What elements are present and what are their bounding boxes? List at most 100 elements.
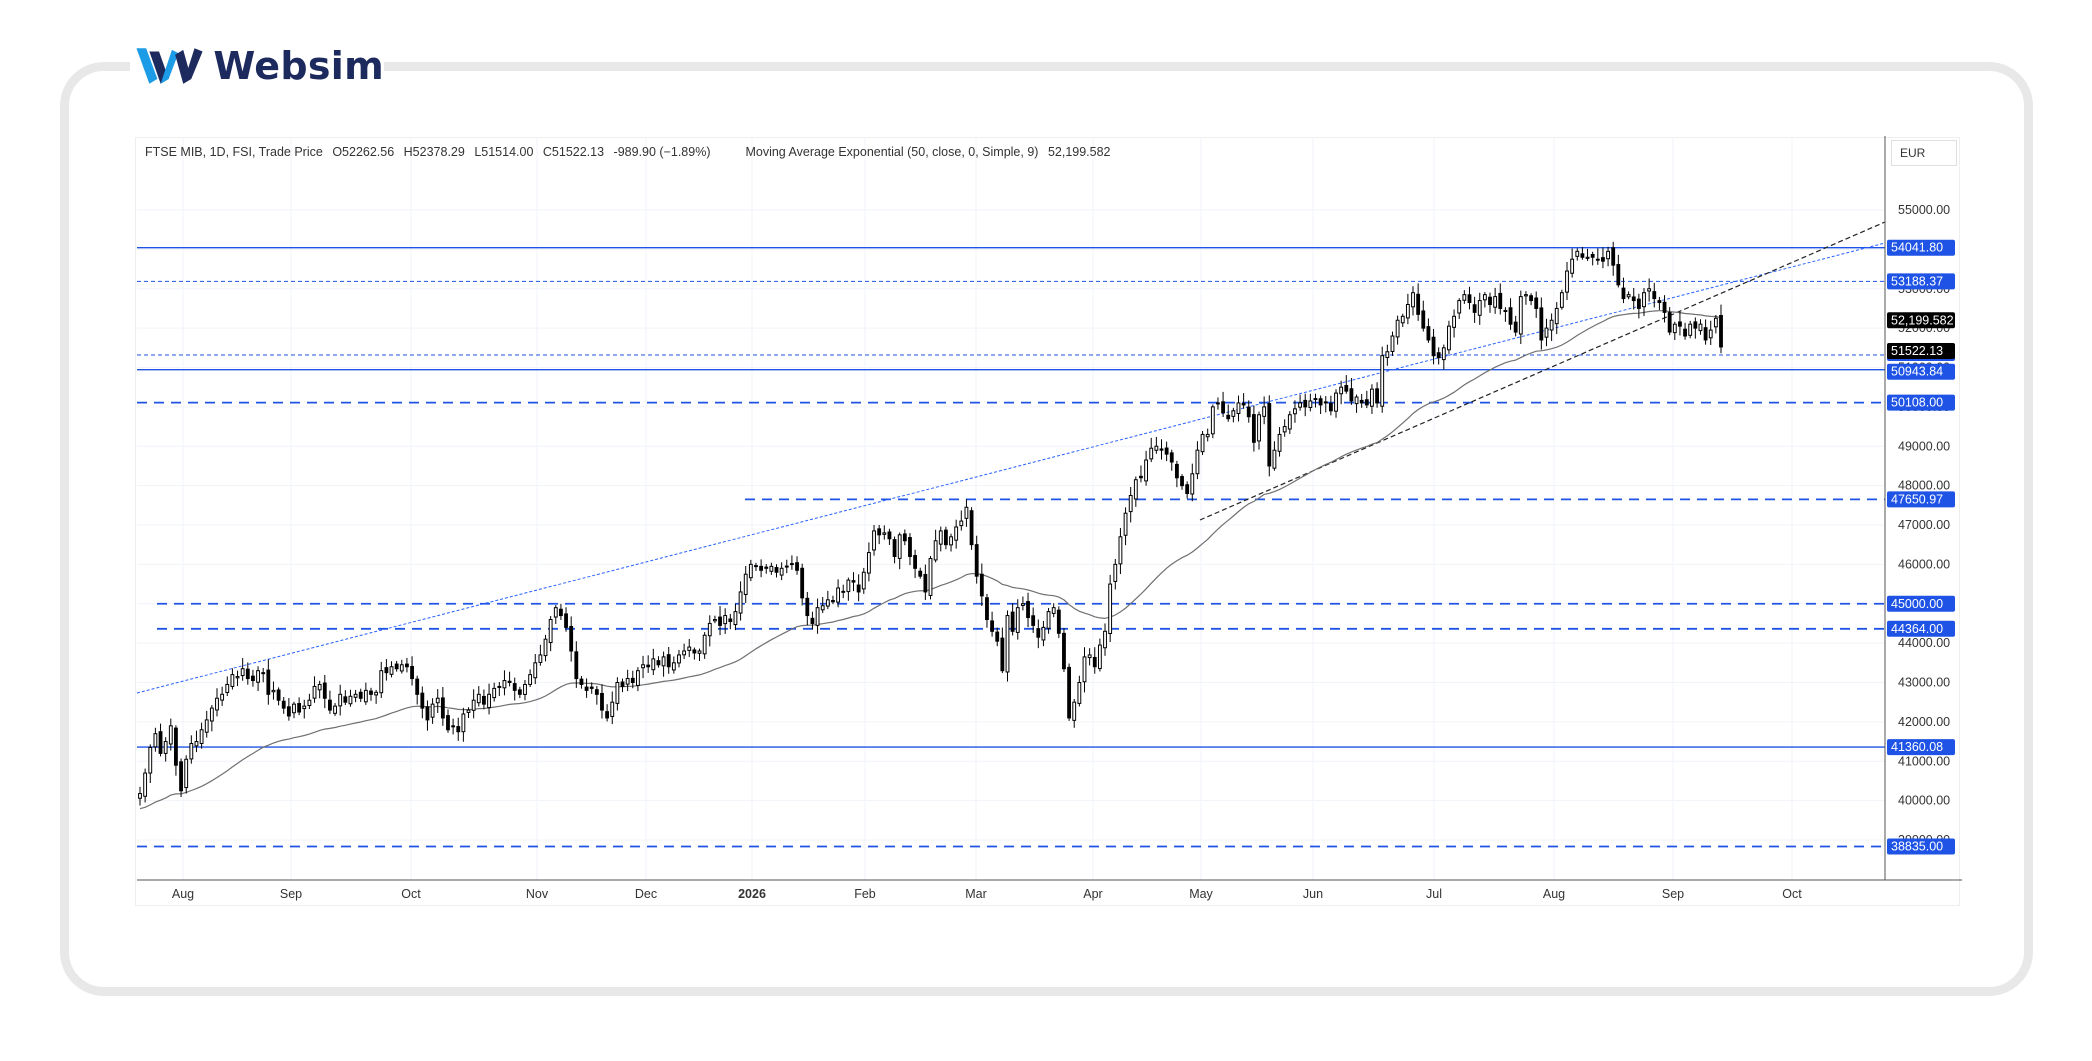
candle-body xyxy=(964,506,969,519)
y-tick-label: 46000.00 xyxy=(1898,557,1950,571)
legend-change: -989.90 (−1.89%) xyxy=(613,145,711,159)
candle-body xyxy=(1585,256,1590,259)
candle-body xyxy=(1036,628,1041,638)
candle-body xyxy=(1046,611,1051,629)
candle xyxy=(718,606,722,636)
candle xyxy=(286,698,291,721)
candle-body xyxy=(322,682,327,699)
candle-body xyxy=(779,567,784,576)
candle xyxy=(1344,375,1349,394)
candle-body xyxy=(1020,603,1025,606)
candle xyxy=(138,786,142,806)
candle-body xyxy=(1139,475,1143,479)
candle-body xyxy=(969,510,974,546)
candle-body xyxy=(471,699,476,711)
candle-body xyxy=(209,707,214,722)
x-tick-label: Dec xyxy=(635,887,657,901)
candle-body xyxy=(1626,294,1631,298)
candle xyxy=(1108,574,1113,643)
price-level-tag: 50108.00 xyxy=(1891,396,1943,410)
candle xyxy=(1051,603,1056,618)
candle xyxy=(774,564,779,578)
candle-body xyxy=(430,703,435,718)
x-tick-label: Mar xyxy=(965,887,987,901)
legend-symbol: FTSE MIB, 1D, FSI, Trade Price xyxy=(145,145,323,159)
candle-body xyxy=(1518,296,1523,335)
candle xyxy=(1020,596,1025,611)
candle-body xyxy=(307,699,312,707)
candle-body xyxy=(718,616,722,626)
candle-body xyxy=(1621,287,1626,300)
candle xyxy=(1005,610,1010,682)
candle-body xyxy=(990,620,995,632)
candle xyxy=(235,670,240,687)
candle xyxy=(230,668,235,690)
candle-body xyxy=(292,703,296,714)
candle xyxy=(517,686,522,699)
candle xyxy=(620,678,625,693)
candle-body xyxy=(846,579,851,593)
candle-body xyxy=(856,584,861,593)
candle xyxy=(1221,391,1225,418)
candle-body xyxy=(240,668,245,677)
candle xyxy=(831,595,835,605)
candle xyxy=(553,605,558,625)
candle-body xyxy=(1062,632,1066,670)
candle-body xyxy=(1272,449,1277,469)
candle xyxy=(1010,603,1015,636)
brand-logo: Websim xyxy=(130,36,384,96)
candle xyxy=(189,735,194,764)
candle xyxy=(1262,396,1267,425)
last-price-tag: 51522.13 xyxy=(1891,344,1943,358)
candle-body xyxy=(1462,294,1467,301)
candle xyxy=(1642,288,1646,317)
candle-body xyxy=(1277,433,1282,452)
candle-body xyxy=(1631,296,1636,302)
candle xyxy=(497,682,502,697)
candle-body xyxy=(1662,301,1667,313)
candle xyxy=(1174,460,1179,488)
candle-body xyxy=(1657,300,1662,304)
candle xyxy=(759,559,764,578)
candle-body xyxy=(1282,426,1287,433)
price-level-tag: 53188.37 xyxy=(1891,274,1943,288)
candle xyxy=(666,646,671,674)
candle xyxy=(1139,465,1143,483)
candle-body xyxy=(143,772,148,797)
currency-label[interactable]: EUR xyxy=(1891,140,1957,166)
candle xyxy=(1590,251,1595,266)
candle xyxy=(245,662,250,685)
candle-body xyxy=(1703,327,1708,341)
candle xyxy=(1529,293,1533,306)
candle-body xyxy=(1221,401,1225,414)
candle xyxy=(630,670,635,689)
candle xyxy=(1703,319,1708,345)
candle xyxy=(461,707,466,742)
candle xyxy=(1062,628,1066,672)
candle xyxy=(800,563,805,606)
candle xyxy=(1097,638,1102,672)
candle xyxy=(328,690,332,714)
x-tick-label: 2026 xyxy=(738,887,766,901)
candle xyxy=(825,590,830,609)
candle xyxy=(687,638,692,658)
chart-panel[interactable] xyxy=(135,137,1960,906)
candle xyxy=(1015,599,1020,640)
candle-body xyxy=(1133,479,1138,500)
candle-body xyxy=(502,680,507,689)
x-tick-label: Apr xyxy=(1083,887,1102,901)
candle xyxy=(1082,647,1087,693)
candle-body xyxy=(1524,294,1528,297)
candle-body xyxy=(410,665,414,680)
candle-body xyxy=(533,662,538,679)
candle-body xyxy=(1000,637,1005,672)
candle-body xyxy=(215,697,219,711)
chart-legend: FTSE MIB, 1D, FSI, Trade Price O52262.56… xyxy=(145,145,1117,159)
price-level-tag: 44364.00 xyxy=(1891,622,1943,636)
candle-body xyxy=(1195,449,1200,475)
candle-body xyxy=(1005,615,1010,673)
y-tick-label: 41000.00 xyxy=(1898,754,1950,768)
candle xyxy=(779,562,784,581)
candle-body xyxy=(225,683,230,693)
